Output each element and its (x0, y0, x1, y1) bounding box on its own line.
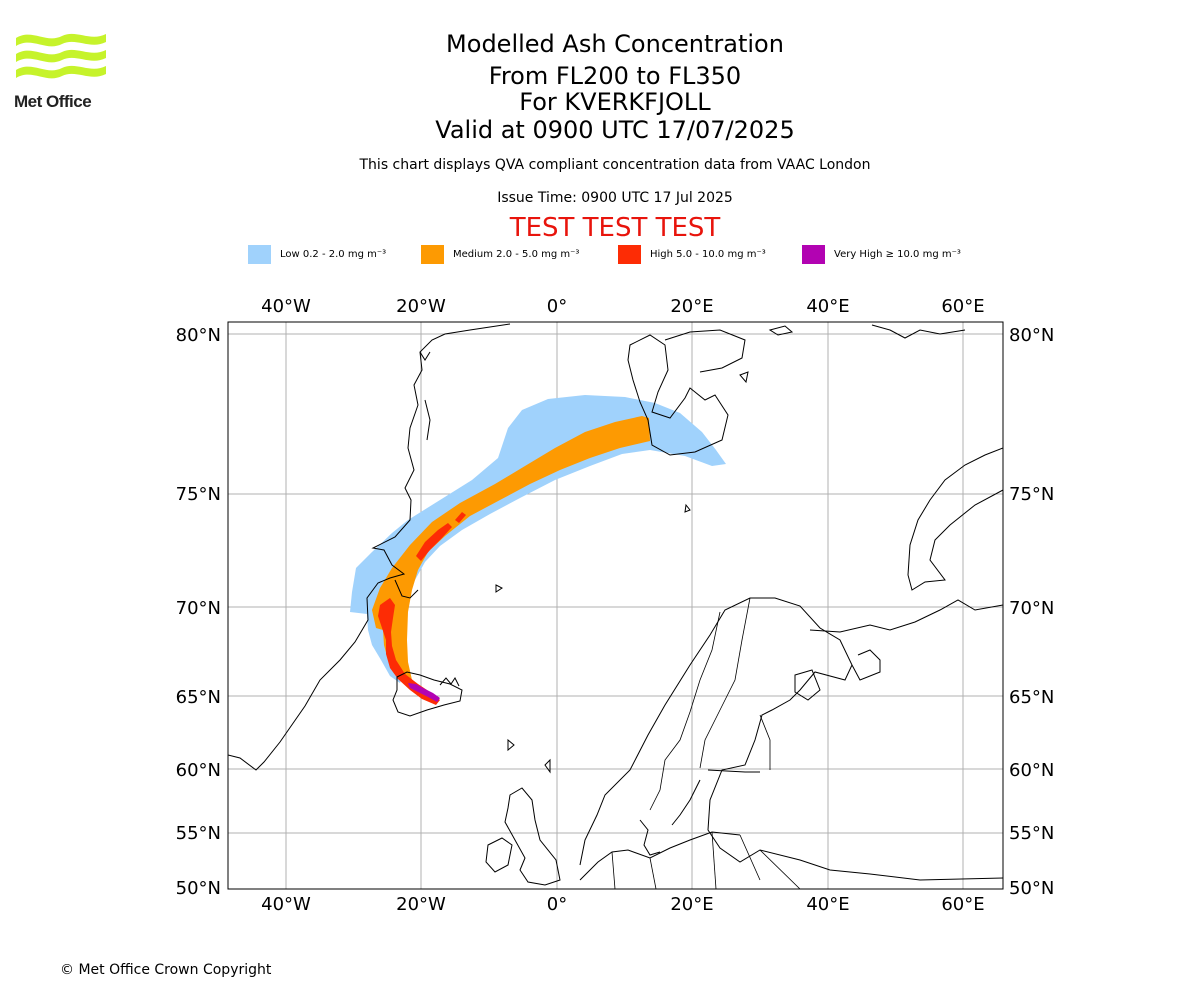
chart-description: This chart displays QVA compliant concen… (359, 157, 871, 173)
legend-item-very-high: Very High ≥ 10.0 mg m⁻³ (802, 244, 961, 264)
ash-region-high-north (416, 523, 452, 561)
lat-label-left-50n: 50°N (176, 878, 221, 899)
latitude-labels-left: 80°N 75°N 70°N 65°N 60°N 55°N 50°N (176, 325, 221, 899)
lat-label-right-55n: 55°N (1009, 823, 1054, 844)
coastline-north-europe (579, 831, 741, 881)
lon-label-bottom-0: 0° (547, 894, 567, 915)
lat-label-left-70n: 70°N (176, 598, 221, 619)
flight-level-range: From FL200 to FL350 (488, 62, 742, 90)
legend-label-very-high: Very High ≥ 10.0 mg m⁻³ (834, 248, 961, 260)
coastline-novaya-zemlya (907, 447, 1003, 591)
coastline-greenland (228, 323, 511, 771)
lat-label-right-60n: 60°N (1009, 760, 1054, 781)
lat-label-right-75n: 75°N (1009, 484, 1054, 505)
lat-label-right-70n: 70°N (1009, 598, 1054, 619)
issue-time: Issue Time: 0900 UTC 17 Jul 2025 (497, 190, 733, 206)
legend-item-low: Low 0.2 - 2.0 mg m⁻³ (248, 244, 386, 264)
longitude-labels-top: 40°W 20°W 0° 20°E 40°E 60°E (261, 296, 984, 317)
lon-label-top-40e: 40°E (806, 296, 849, 317)
lat-label-left-75n: 75°N (176, 484, 221, 505)
met-office-logo: Met Office (14, 30, 109, 112)
legend-swatch-very-high (802, 244, 825, 264)
legend-swatch-medium (421, 244, 444, 264)
lon-label-top-0: 0° (547, 296, 567, 317)
lat-label-left-80n: 80°N (176, 325, 221, 346)
lat-label-right-65n: 65°N (1009, 687, 1054, 708)
lon-label-bottom-40w: 40°W (261, 894, 311, 915)
lon-label-top-20e: 20°E (670, 296, 713, 317)
coastline-great-britain (504, 787, 561, 886)
legend-label-low: Low 0.2 - 2.0 mg m⁻³ (280, 248, 387, 260)
logo-text: Met Office (14, 92, 92, 111)
chart-title: Modelled Ash Concentration (446, 30, 784, 58)
lon-label-top-20w: 20°W (396, 296, 446, 317)
ash-region-high (378, 598, 440, 705)
met-office-waves-icon (16, 33, 106, 79)
coastline-ireland (485, 837, 513, 873)
legend-label-medium: Medium 2.0 - 5.0 mg m⁻³ (453, 248, 580, 260)
lat-label-left-60n: 60°N (176, 760, 221, 781)
lat-label-right-80n: 80°N (1009, 325, 1054, 346)
lon-label-top-40w: 40°W (261, 296, 311, 317)
coastline-white-sea (851, 649, 881, 681)
legend-item-medium: Medium 2.0 - 5.0 mg m⁻³ (421, 244, 579, 264)
ash-region-very-high (408, 683, 440, 702)
coastline-franz-josef-land (871, 324, 966, 339)
map-frame (227, 321, 1004, 890)
legend-item-high: High 5.0 - 10.0 mg m⁻³ (618, 244, 766, 264)
copyright-notice: © Met Office Crown Copyright (60, 962, 272, 978)
test-banner: TEST TEST TEST (509, 213, 721, 243)
map-content (228, 322, 1003, 889)
lat-label-left-55n: 55°N (176, 823, 221, 844)
valid-time: Valid at 0900 UTC 17/07/2025 (435, 116, 795, 144)
latitude-labels-right: 80°N 75°N 70°N 65°N 60°N 55°N 50°N (1009, 325, 1054, 899)
coastline-iceland (392, 671, 463, 717)
ash-region-high-fragment (455, 512, 466, 523)
coastline-scandinavia (579, 597, 1003, 881)
lat-label-left-65n: 65°N (176, 687, 221, 708)
legend-label-high: High 5.0 - 10.0 mg m⁻³ (650, 248, 766, 260)
legend-swatch-low (248, 244, 271, 264)
lon-label-bottom-20w: 20°W (396, 894, 446, 915)
lon-label-top-60e: 60°E (941, 296, 984, 317)
lon-label-bottom-40e: 40°E (806, 894, 849, 915)
longitude-labels-bottom: 40°W 20°W 0° 20°E 40°E 60°E (261, 894, 984, 915)
volcano-name: For KVERKFJOLL (519, 88, 711, 116)
coastline-denmark (639, 819, 661, 856)
coastlines (228, 323, 1003, 889)
lon-label-bottom-60e: 60°E (941, 894, 984, 915)
legend-swatch-high (618, 244, 641, 264)
coastline-svalbard (627, 334, 729, 456)
lon-label-bottom-20e: 20°E (670, 894, 713, 915)
lat-label-right-50n: 50°N (1009, 878, 1054, 899)
